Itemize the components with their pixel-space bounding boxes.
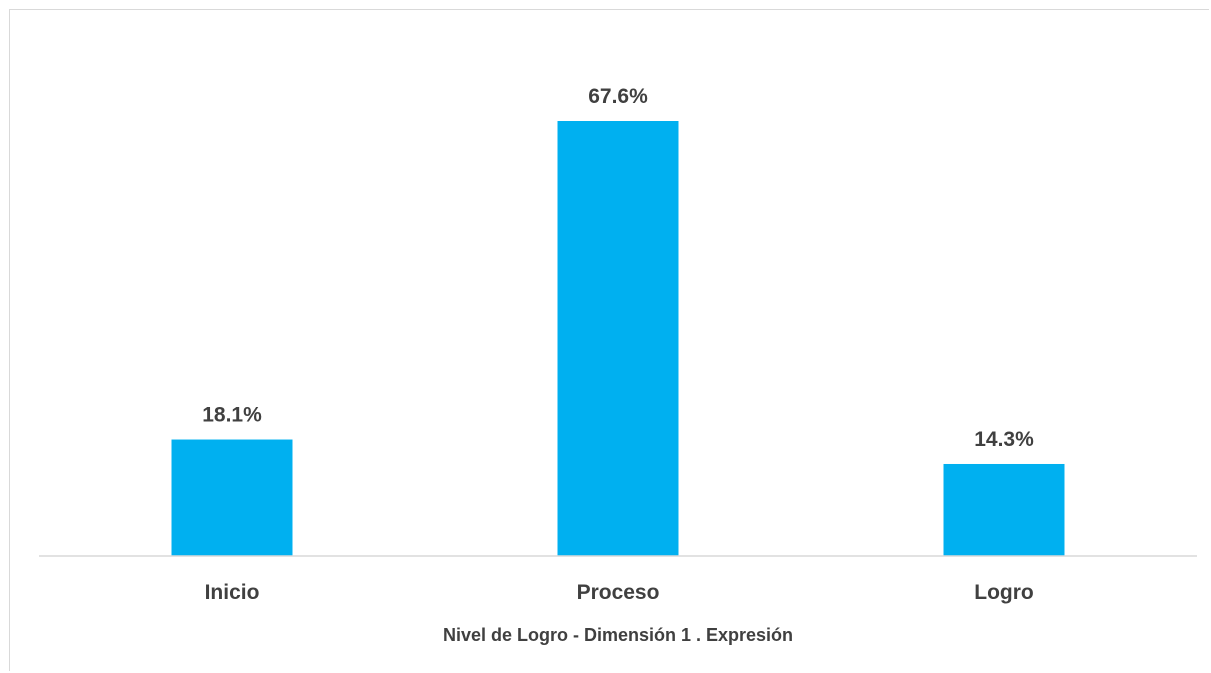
chart-frame [9,9,1209,671]
x-tick-label-inicio: Inicio [205,581,260,604]
data-label-proceso: 67.6% [588,85,648,108]
bar-logro [943,463,1065,556]
x-tick-label-proceso: Proceso [577,581,660,604]
data-label-logro: 14.3% [974,428,1034,451]
data-label-inicio: 18.1% [202,404,262,427]
bar-inicio [171,439,293,556]
bars-group [171,121,1065,556]
x-tick-label-logro: Logro [974,581,1033,604]
data-labels-group: 18.1% 67.6% 14.3% [202,85,1034,451]
x-tick-labels-group: Inicio Proceso Logro [205,581,1034,604]
x-axis-title: Nivel de Logro - Dimensión 1 . Expresión [443,625,793,645]
bar-proceso [557,121,679,556]
